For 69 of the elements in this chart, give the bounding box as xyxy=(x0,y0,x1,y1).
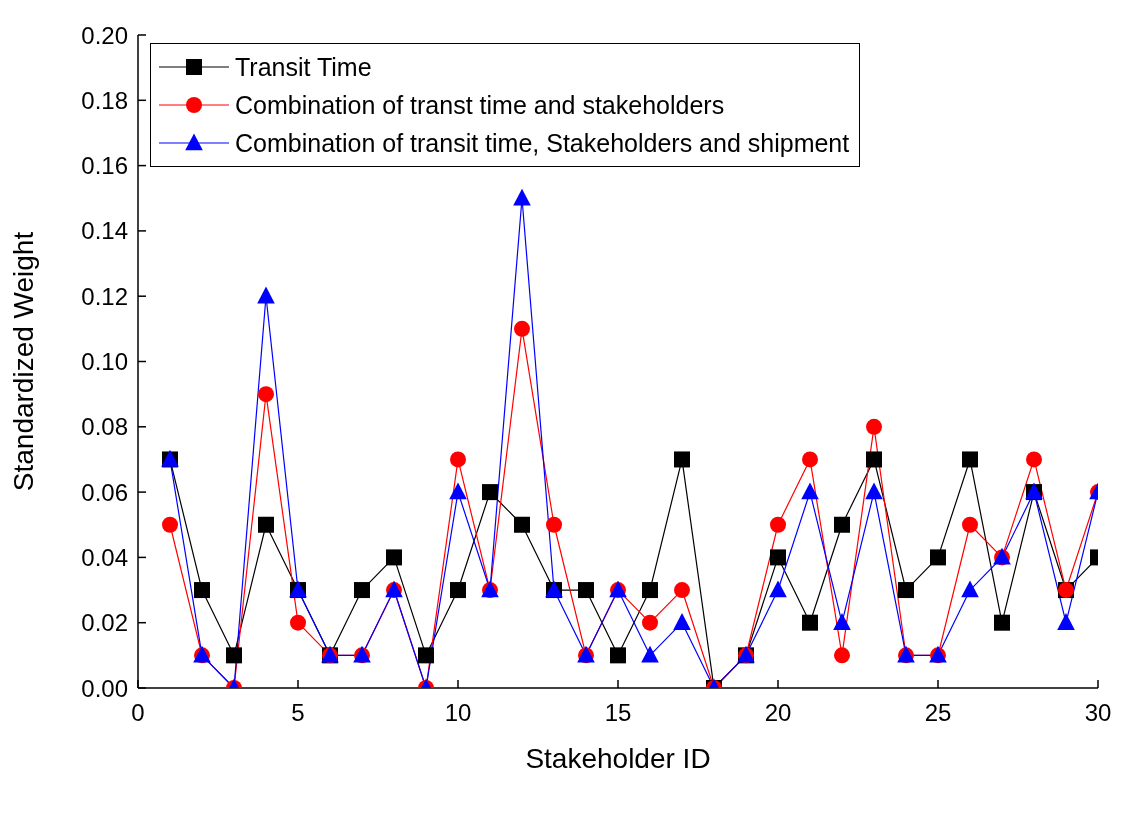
point xyxy=(610,647,626,664)
point xyxy=(962,451,978,468)
point xyxy=(833,613,851,630)
x-tick-label: 5 xyxy=(291,699,305,727)
y-tick-label: 0.12 xyxy=(81,282,128,310)
point xyxy=(770,549,786,566)
point xyxy=(513,188,531,206)
point xyxy=(449,482,467,500)
point xyxy=(258,386,274,403)
point xyxy=(1026,451,1042,468)
point xyxy=(865,482,883,500)
y-tick-label: 0.00 xyxy=(81,674,128,702)
point xyxy=(674,582,690,599)
point xyxy=(290,614,306,631)
point xyxy=(770,516,786,533)
point xyxy=(898,582,914,599)
point xyxy=(674,451,690,468)
point xyxy=(258,516,274,533)
point xyxy=(354,582,370,599)
point xyxy=(514,516,530,533)
y-tick-label: 0.16 xyxy=(81,152,128,180)
point xyxy=(546,516,562,533)
point xyxy=(961,580,979,598)
point xyxy=(257,286,275,304)
legend-label: Transit Time xyxy=(235,52,372,82)
y-tick-label: 0.10 xyxy=(81,348,128,376)
x-tick-label: 0 xyxy=(131,699,145,727)
x-tick-label: 15 xyxy=(604,699,632,727)
point xyxy=(801,482,819,500)
point xyxy=(673,613,691,630)
point xyxy=(418,647,434,664)
point xyxy=(162,516,178,533)
point xyxy=(450,451,466,468)
point xyxy=(769,580,787,598)
point xyxy=(450,582,466,599)
point xyxy=(834,516,850,533)
x-tick-label: 30 xyxy=(1084,699,1112,727)
point xyxy=(226,647,242,664)
y-tick-label: 0.08 xyxy=(81,413,128,441)
x-axis-title: Stakeholder ID xyxy=(525,743,711,774)
y-tick-label: 0.04 xyxy=(81,543,128,571)
point xyxy=(866,451,882,468)
point xyxy=(866,418,882,435)
point xyxy=(482,484,498,501)
point xyxy=(930,549,946,566)
x-tick-label: 25 xyxy=(924,699,952,727)
y-tick-label: 0.20 xyxy=(81,21,128,49)
y-tick-label: 0.06 xyxy=(81,478,128,506)
y-tick-label: 0.18 xyxy=(81,86,128,114)
point xyxy=(802,614,818,631)
y-axis-title: Standardized Weight xyxy=(7,231,39,492)
point xyxy=(802,451,818,468)
legend-label: Combination of transit time, Stakeholders and shipment xyxy=(235,128,850,158)
point xyxy=(578,582,594,599)
point xyxy=(386,549,402,566)
legend-label: Combination of transt time and stakeholders xyxy=(235,90,725,120)
point xyxy=(641,645,659,663)
point xyxy=(514,320,530,337)
point xyxy=(194,582,210,599)
point xyxy=(642,582,658,599)
point xyxy=(962,516,978,533)
point xyxy=(642,614,658,631)
x-tick-label: 20 xyxy=(764,699,792,727)
point xyxy=(1057,613,1075,630)
y-tick-label: 0.02 xyxy=(81,609,128,637)
y-tick-label: 0.14 xyxy=(81,217,128,245)
x-tick-label: 10 xyxy=(444,699,472,727)
point xyxy=(994,614,1010,631)
point xyxy=(834,647,850,664)
